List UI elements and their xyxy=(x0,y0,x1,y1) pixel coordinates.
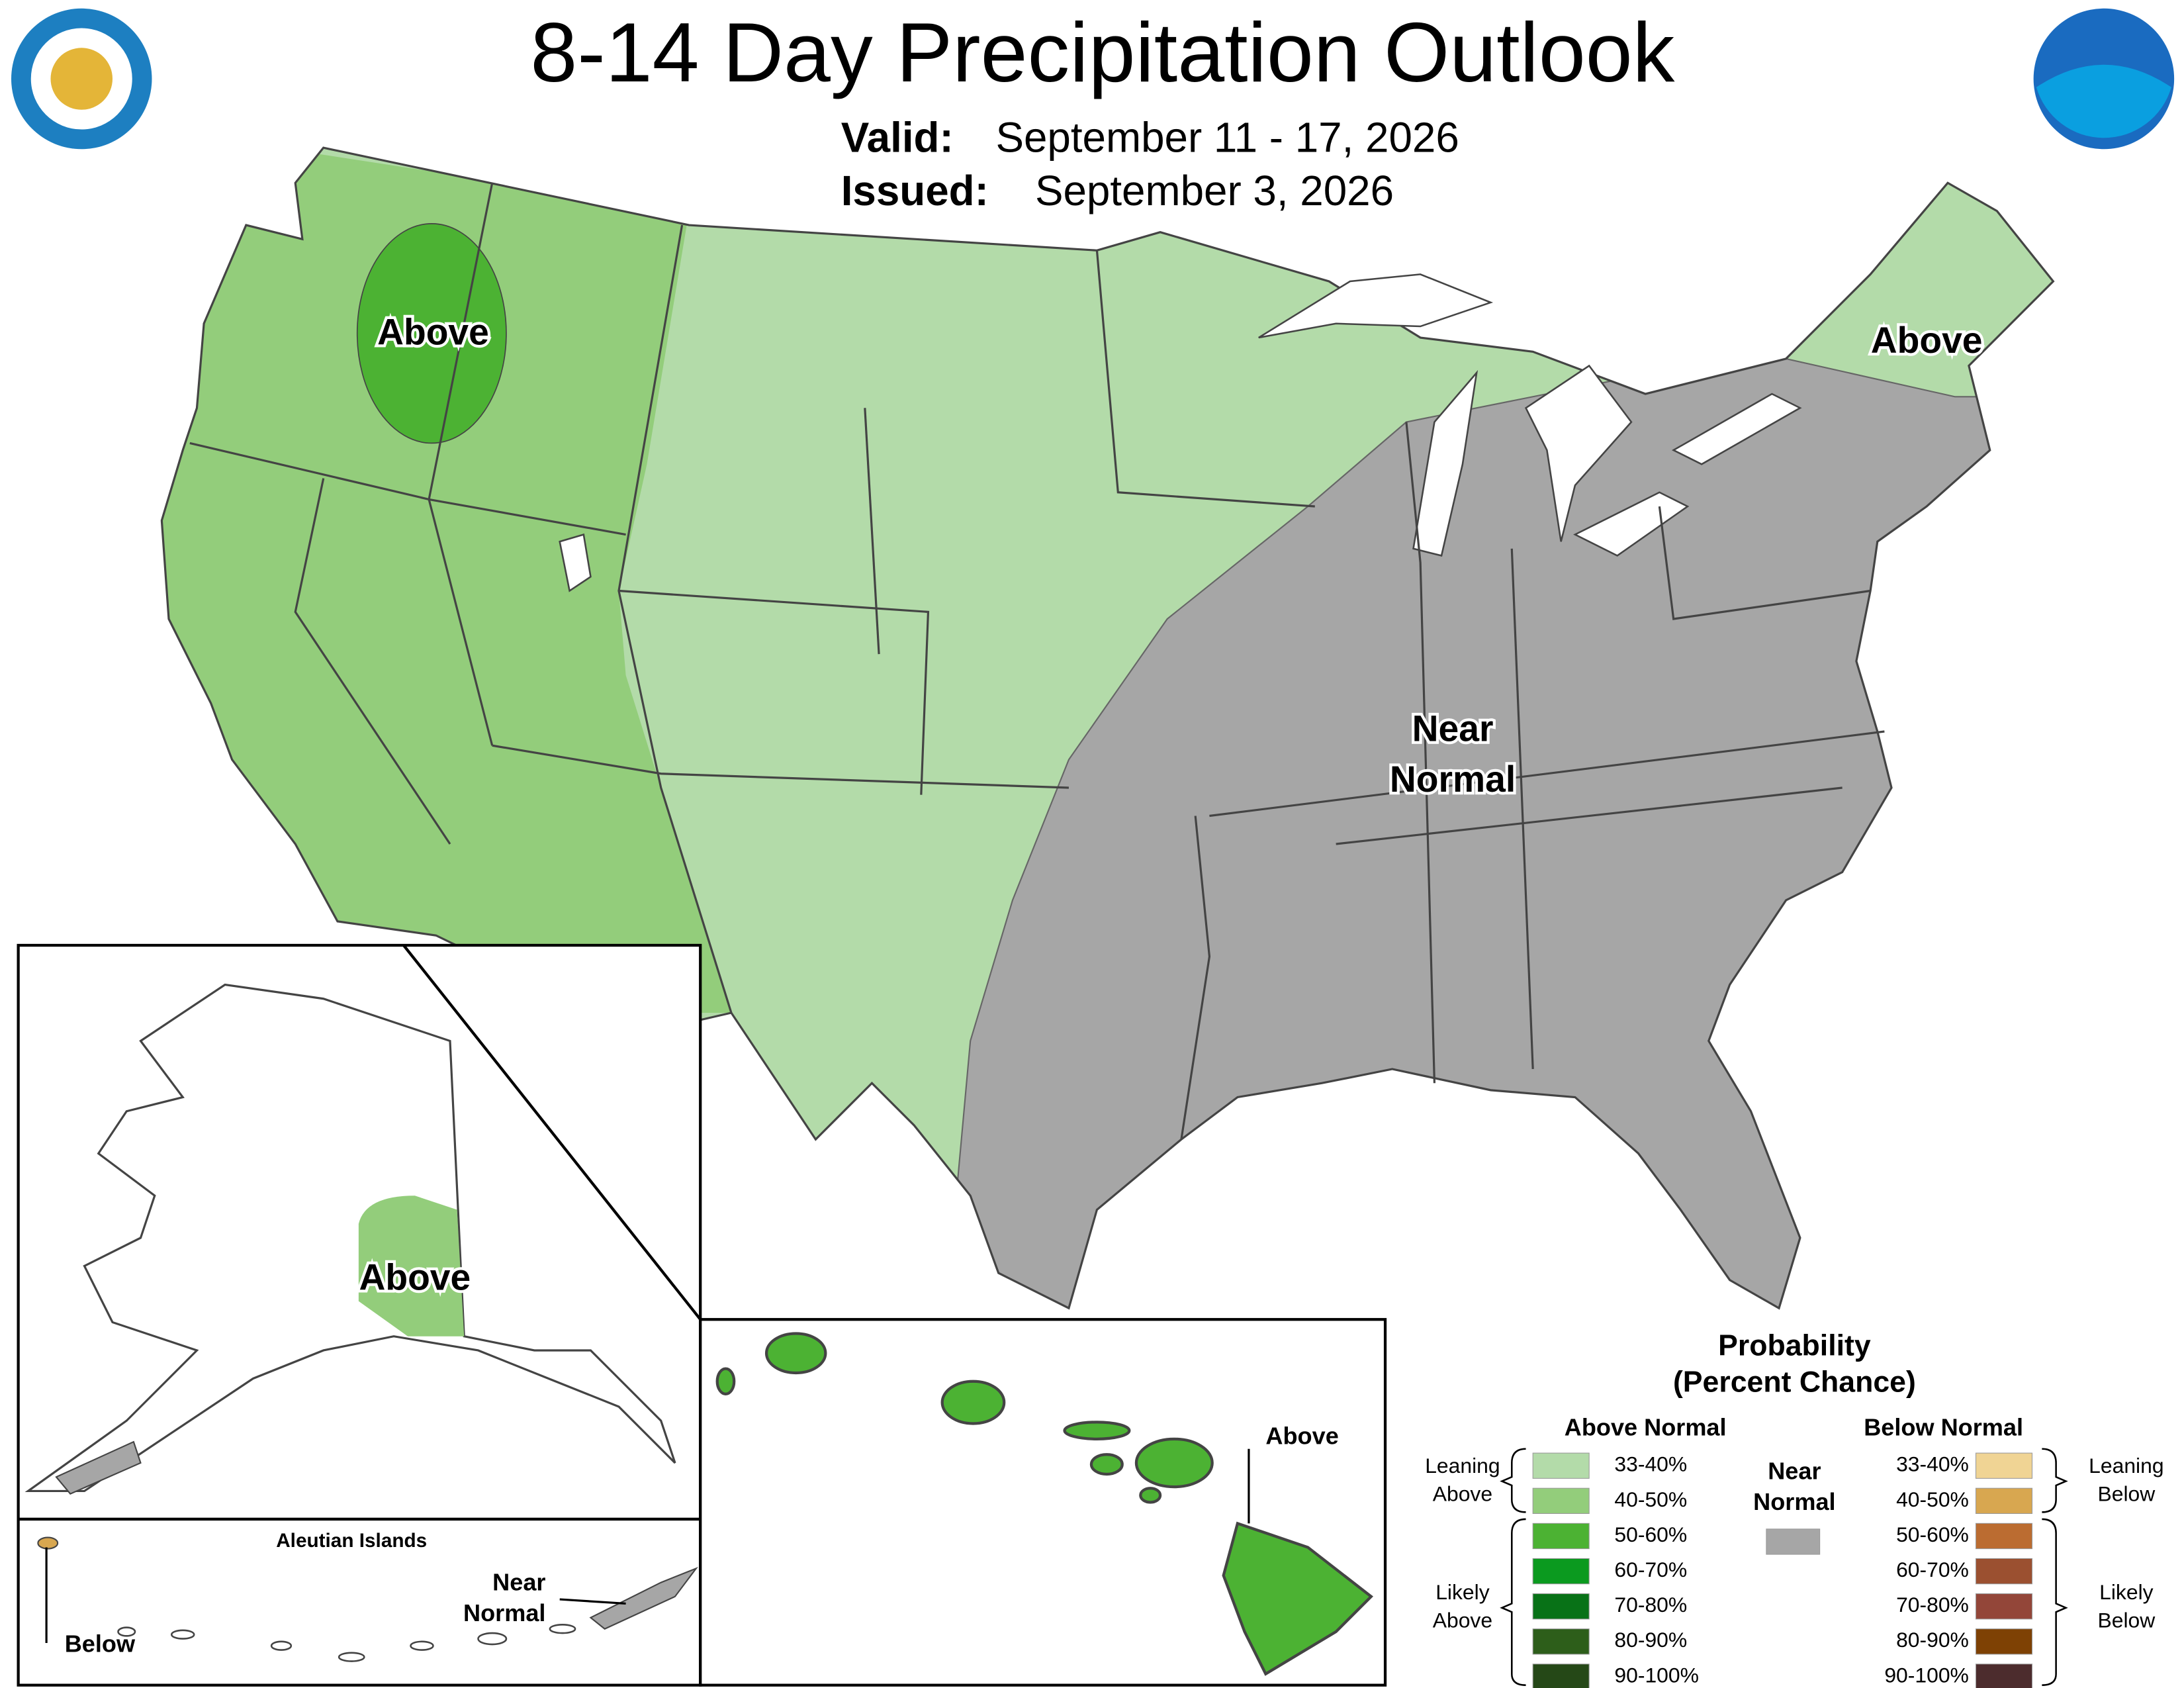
legend-label: 90-100% xyxy=(1614,1663,1699,1687)
aleutian-region xyxy=(37,1536,59,1550)
region-likely-above xyxy=(356,223,507,444)
issued-label: Issued: xyxy=(841,167,989,214)
legend-group-label: Above xyxy=(1433,1609,1492,1632)
legend-group-label: Below xyxy=(2097,1481,2156,1505)
region-label: Near xyxy=(492,1568,545,1595)
legend-label: Near xyxy=(1768,1457,1821,1484)
inset-title: Aleutian Islands xyxy=(276,1530,427,1552)
legend: Probability (Percent Chance) Above Norma… xyxy=(1425,1330,2164,1688)
legend-title: (Percent Chance) xyxy=(1673,1366,1916,1399)
region-label: Above xyxy=(377,311,489,352)
legend-label: 90-100% xyxy=(1884,1663,1969,1687)
region-label: Above xyxy=(359,1256,471,1297)
legend-label: 80-90% xyxy=(1896,1628,1969,1652)
legend-group-label: Above xyxy=(1433,1481,1492,1505)
legend-swatch xyxy=(1975,1523,2033,1550)
region-label: Above xyxy=(1871,320,1983,361)
title: 8-14 Day Precipitation Outlook xyxy=(530,6,1674,100)
legend-group-label: Likely xyxy=(1435,1580,1490,1604)
region-label: Below xyxy=(65,1630,136,1658)
legend-label: 33-40% xyxy=(1614,1452,1687,1476)
region-label: Normal xyxy=(1390,759,1516,800)
state-lines xyxy=(189,182,1885,1140)
alaska-region xyxy=(358,1196,465,1336)
legend-label: 40-50% xyxy=(1896,1487,1969,1511)
commerce-logo xyxy=(11,8,152,150)
legend-header: Above Normal xyxy=(1565,1414,1727,1441)
legend-swatch xyxy=(1532,1628,1590,1655)
legend-label: 50-60% xyxy=(1614,1523,1687,1546)
legend-label: 70-80% xyxy=(1614,1593,1687,1617)
issued-date: September 3, 2026 xyxy=(1035,167,1394,214)
legend-label: 60-70% xyxy=(1614,1558,1687,1581)
region-label: Near xyxy=(1412,708,1494,749)
legend-swatch xyxy=(1975,1558,2033,1585)
legend-swatch xyxy=(1975,1628,2033,1655)
region-label: Normal xyxy=(463,1599,545,1626)
valid-date: September 11 - 17, 2026 xyxy=(995,113,1459,161)
legend-swatch xyxy=(1975,1593,2033,1620)
valid-label: Valid: xyxy=(841,113,954,161)
legend-group-label: Likely xyxy=(2099,1580,2154,1604)
alaska xyxy=(24,983,676,1493)
legend-label: 33-40% xyxy=(1896,1452,1969,1476)
legend-label: 60-70% xyxy=(1896,1558,1969,1581)
legend-group-label: Leaning xyxy=(2089,1454,2163,1477)
legend-group-label: Below xyxy=(2097,1609,2156,1632)
legend-title: Probability xyxy=(1718,1330,1871,1362)
legend-header: Below Normal xyxy=(1864,1414,2023,1441)
legend-swatch xyxy=(1532,1664,1590,1688)
legend-label: 80-90% xyxy=(1614,1628,1687,1652)
noaa-logo xyxy=(2033,8,2175,150)
label-leader xyxy=(45,1547,626,1643)
aleutian-region xyxy=(589,1566,698,1630)
legend-label: 40-50% xyxy=(1614,1487,1687,1511)
legend-swatch xyxy=(1975,1664,2033,1688)
region-label: Above xyxy=(1265,1422,1338,1449)
alaska-region xyxy=(55,1440,142,1495)
legend-swatch xyxy=(1532,1487,1590,1514)
region-leaning-above-40 xyxy=(161,148,731,1013)
legend-swatch xyxy=(1532,1523,1590,1550)
legend-label: Normal xyxy=(1753,1488,1835,1515)
legend-swatch xyxy=(1975,1452,2033,1479)
legend-swatch xyxy=(1766,1528,1821,1555)
legend-swatch xyxy=(1975,1487,2033,1514)
legend-group-label: Leaning xyxy=(1425,1454,1500,1477)
legend-swatch xyxy=(1532,1558,1590,1585)
legend-label: 50-60% xyxy=(1896,1523,1969,1546)
legend-brace xyxy=(1500,1448,2068,1686)
aleutian-islands xyxy=(117,1624,576,1662)
legend-label: 70-80% xyxy=(1896,1593,1969,1617)
legend-swatch xyxy=(1532,1593,1590,1620)
legend-swatch xyxy=(1532,1452,1590,1479)
hawaii-islands xyxy=(715,1332,1374,1676)
